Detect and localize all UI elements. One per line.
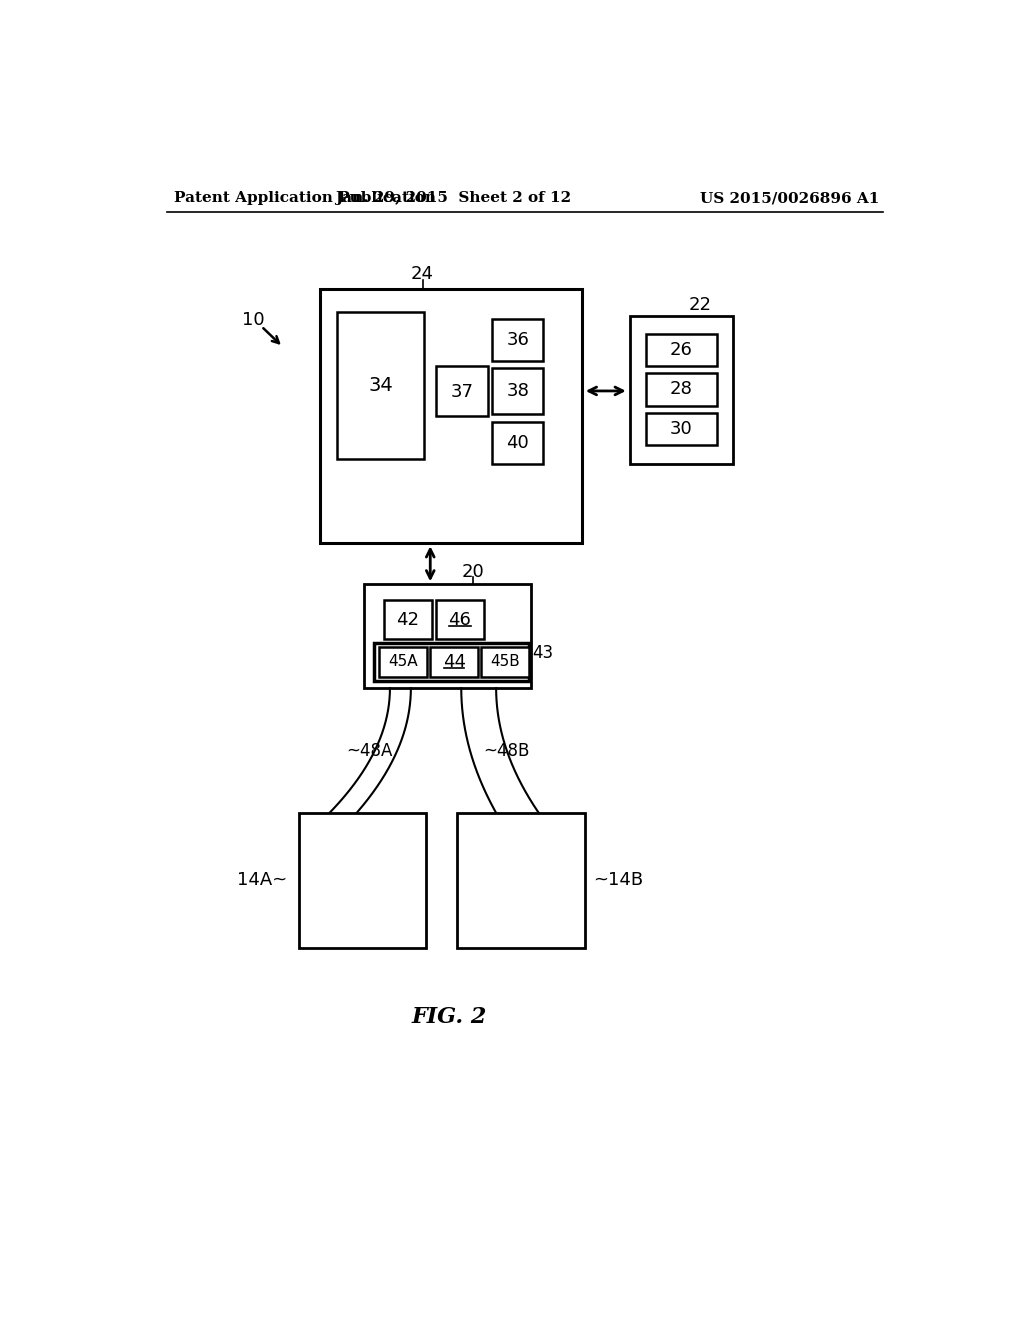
Text: 37: 37 [451, 383, 473, 401]
Text: 10: 10 [243, 312, 265, 329]
Bar [299, 813, 426, 948]
Bar [458, 813, 586, 948]
Text: 45B: 45B [490, 655, 520, 669]
Bar [493, 422, 544, 465]
Text: FIG. 2: FIG. 2 [412, 1006, 487, 1028]
Text: ~48A: ~48A [346, 742, 393, 760]
Bar [435, 601, 483, 639]
Bar [321, 289, 583, 544]
Bar [493, 318, 544, 360]
Text: 14A~: 14A~ [237, 871, 287, 888]
Text: 43: 43 [532, 644, 554, 661]
Text: 24: 24 [411, 265, 434, 282]
Text: 40: 40 [507, 434, 529, 453]
Text: Patent Application Publication: Patent Application Publication [174, 191, 436, 206]
Text: 38: 38 [507, 381, 529, 400]
Text: 46: 46 [449, 611, 471, 628]
Bar [430, 647, 478, 677]
Bar [337, 313, 424, 459]
Text: Jan. 29, 2015  Sheet 2 of 12: Jan. 29, 2015 Sheet 2 of 12 [336, 191, 571, 206]
Bar [435, 367, 488, 416]
Bar [375, 643, 529, 681]
Bar [379, 647, 427, 677]
Text: 42: 42 [396, 611, 419, 628]
Text: 34: 34 [369, 376, 393, 395]
Text: 28: 28 [670, 380, 693, 399]
Bar [646, 413, 717, 445]
Bar [646, 374, 717, 405]
Bar [481, 647, 529, 677]
Text: 20: 20 [462, 562, 484, 581]
Text: ~48B: ~48B [483, 742, 529, 760]
Text: 45A: 45A [388, 655, 418, 669]
Bar [365, 585, 531, 688]
Text: ~14B: ~14B [593, 871, 643, 888]
Text: 22: 22 [688, 296, 712, 314]
Text: 26: 26 [670, 341, 693, 359]
Bar [493, 368, 544, 414]
Bar [630, 317, 732, 465]
Bar [646, 334, 717, 367]
Text: 30: 30 [670, 420, 692, 438]
Text: US 2015/0026896 A1: US 2015/0026896 A1 [700, 191, 880, 206]
Text: 44: 44 [442, 653, 466, 671]
Bar [384, 601, 432, 639]
Text: 36: 36 [507, 331, 529, 348]
